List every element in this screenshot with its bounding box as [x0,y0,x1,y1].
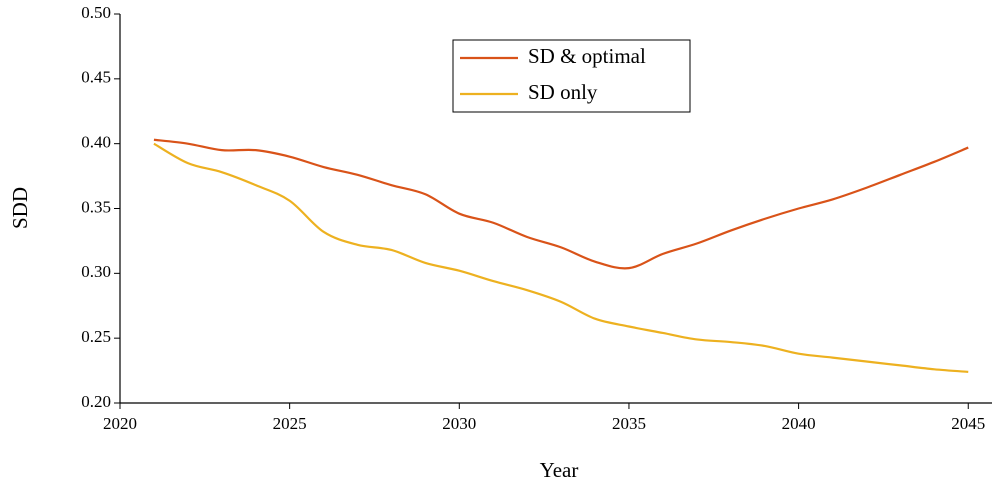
y-tick-label: 0.20 [81,392,111,411]
x-tick-label: 2040 [782,414,816,433]
x-tick-label: 2035 [612,414,646,433]
y-tick-label: 0.30 [81,262,111,281]
y-tick-label: 0.50 [81,3,111,22]
x-tick-label: 2020 [103,414,137,433]
y-tick-label: 0.35 [81,197,111,216]
y-tick-label: 0.40 [81,133,111,152]
x-tick-label: 2045 [951,414,985,433]
line-series [153,138,969,270]
x-tick-label: 2030 [442,414,476,433]
y-tick-label: 0.25 [81,327,111,346]
line-series [153,142,969,373]
y-axis-label: SDD [8,187,32,229]
x-tick-label: 2025 [273,414,307,433]
legend-label: SD only [528,80,598,104]
legend-label: SD & optimal [528,44,646,68]
x-axis-label: Year [540,458,579,482]
legend-box [452,39,691,113]
y-tick-label: 0.45 [81,68,111,87]
